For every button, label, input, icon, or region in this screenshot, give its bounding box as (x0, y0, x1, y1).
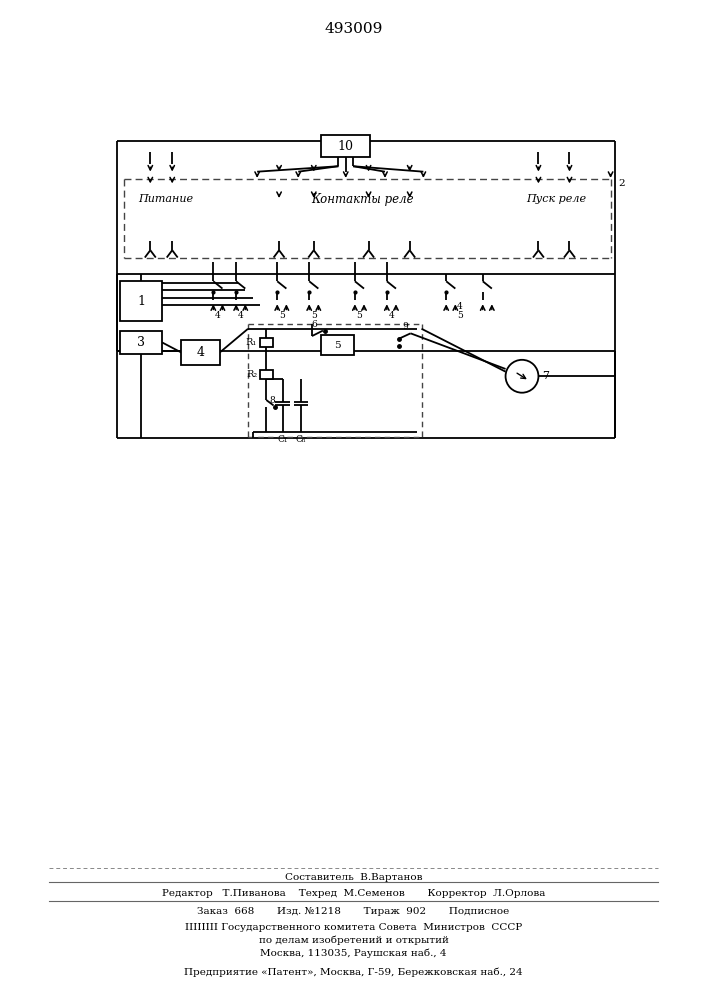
Bar (321, 335, 354, 355)
Text: Предприятие «Патент», Москва, Г-59, Бережковская наб., 24: Предприятие «Патент», Москва, Г-59, Бере… (185, 967, 522, 977)
Text: 9: 9 (402, 322, 408, 331)
Text: 4: 4 (238, 311, 244, 320)
Text: 7: 7 (542, 371, 549, 381)
Text: 5: 5 (311, 311, 317, 320)
Text: Редактор   Т.Пиванова    Техред  М.Семенов       Корректор  Л.Орлова: Редактор Т.Пиванова Техред М.Семенов Кор… (162, 888, 545, 898)
Text: C₁: C₁ (278, 435, 288, 444)
Text: 2: 2 (618, 179, 624, 188)
Bar (260, 338, 273, 347)
Text: 5: 5 (457, 311, 463, 320)
Text: Питание: Питание (139, 194, 194, 204)
Text: Москва, 113035, Раушская наб., 4: Москва, 113035, Раушская наб., 4 (260, 948, 447, 958)
Text: Заказ  668       Изд. №1218       Тираж  902       Подписное: Заказ 668 Изд. №1218 Тираж 902 Подписное (197, 906, 510, 916)
Text: R₁: R₁ (246, 338, 257, 347)
Text: 8: 8 (269, 396, 275, 405)
Text: 5: 5 (279, 311, 285, 320)
Bar (260, 370, 273, 379)
Text: 5: 5 (356, 311, 363, 320)
Text: 1: 1 (137, 295, 145, 308)
Text: 4: 4 (389, 311, 395, 320)
Text: 493009: 493009 (325, 22, 383, 36)
Bar (120, 281, 162, 321)
Text: по делам изобретений и открытий: по делам изобретений и открытий (259, 935, 448, 945)
Text: Пуск реле: Пуск реле (526, 194, 586, 204)
Text: R₂: R₂ (246, 370, 257, 379)
Text: 3: 3 (137, 336, 145, 349)
Text: Составитель  В.Вартанов: Составитель В.Вартанов (285, 874, 422, 882)
Text: Cₙ: Cₙ (296, 435, 306, 444)
Text: 4: 4 (457, 302, 463, 311)
Text: 6: 6 (311, 320, 317, 329)
Text: 4: 4 (215, 311, 221, 320)
Text: 10: 10 (338, 140, 354, 153)
Bar (120, 331, 162, 354)
Text: 5: 5 (334, 341, 341, 350)
Bar (321, 135, 370, 157)
Text: Контакты реле: Контакты реле (311, 193, 414, 206)
Bar (182, 340, 220, 365)
Text: 4: 4 (197, 346, 204, 359)
Text: IIIIIIII Государственного комитета Совета  Министров  СССР: IIIIIIII Государственного комитета Совет… (185, 922, 522, 932)
